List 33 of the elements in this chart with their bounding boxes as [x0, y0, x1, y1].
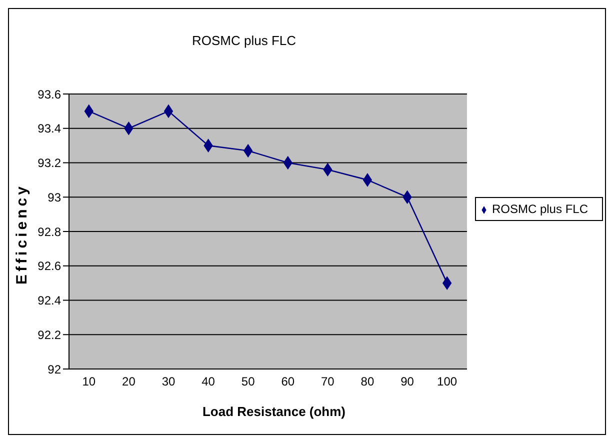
- y-tick-label: 93.6: [38, 87, 62, 102]
- point: [283, 156, 292, 170]
- x-tick-label: 20: [122, 374, 136, 389]
- x-tick-label: 80: [360, 374, 374, 389]
- y-tick-label: 93: [48, 190, 62, 204]
- point: [362, 173, 372, 186]
- point: [204, 139, 213, 152]
- point: [402, 190, 412, 204]
- y-tick-label: 93.4: [38, 122, 62, 136]
- x-tick-label: 50: [241, 374, 256, 389]
- y-tick-label: 92: [48, 362, 62, 376]
- x-tick-label: 40: [202, 374, 216, 389]
- x-tick-label: 10: [82, 374, 96, 389]
- x-tick-label: 60: [281, 374, 295, 389]
- y-tick-label: 92.2: [38, 328, 62, 342]
- x-tick-label: 70: [321, 374, 335, 389]
- x-tick-label: 90: [400, 374, 414, 389]
- y-tick-label: 92.8: [38, 224, 62, 239]
- point: [164, 104, 173, 118]
- x-axis-title: Load Resistance (ohm): [201, 404, 347, 419]
- y-tick-label: 92.4: [38, 294, 62, 308]
- point: [84, 104, 94, 118]
- point: [323, 163, 332, 176]
- y-axis-title: Efficiency: [14, 184, 30, 284]
- legend-label: ROSMC plus FLC: [492, 202, 588, 216]
- x-tick-label: 100: [437, 374, 458, 389]
- x-tick-label: 30: [162, 374, 176, 389]
- chart-title: ROSMC plus FLC: [190, 33, 298, 48]
- point: [442, 276, 452, 290]
- point: [124, 122, 134, 135]
- y-tick-label: 92.6: [38, 259, 62, 274]
- point: [244, 144, 253, 158]
- y-tick-label: 93.2: [38, 156, 62, 170]
